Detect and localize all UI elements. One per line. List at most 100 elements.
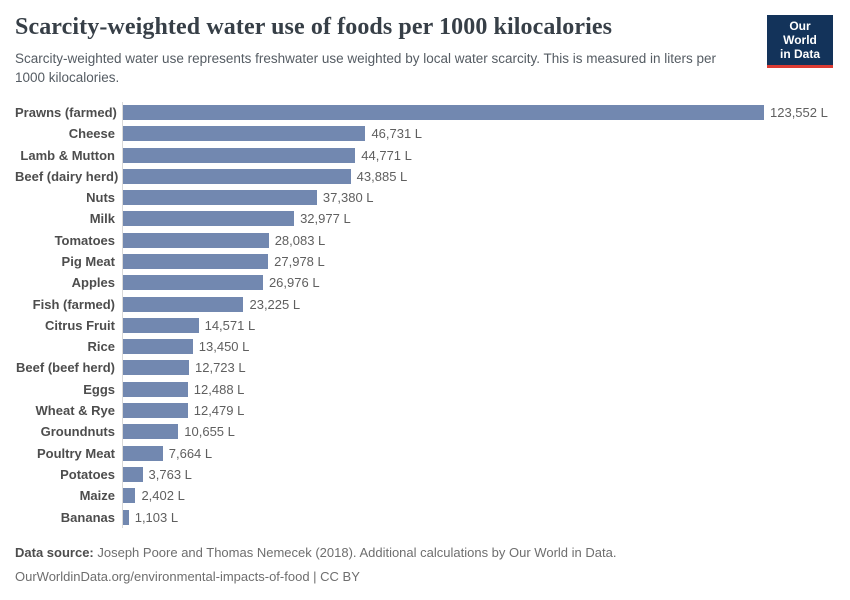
chart-row: Apples 26,976 L (15, 272, 832, 294)
value-label: 46,731 L (371, 126, 423, 142)
chart-header: Scarcity-weighted water use of foods per… (0, 0, 850, 88)
value-label: 12,723 L (195, 360, 246, 376)
category-label: Pig Meat (61, 254, 115, 269)
bar[interactable] (123, 381, 188, 397)
category-label: Maize (79, 488, 115, 504)
bar-track: 37,380 L (122, 186, 832, 209)
category-label: Lamb & Mutton (20, 147, 115, 163)
category-label: Bananas (60, 509, 115, 525)
category-label: Prawns (farmed) (15, 104, 117, 120)
bar[interactable] (123, 254, 269, 269)
chart-row: Bananas 1,103 L (15, 506, 832, 528)
value-label: 27,978 L (274, 254, 325, 269)
bar[interactable] (123, 403, 188, 419)
chart-title: Scarcity-weighted water use of foods per… (15, 14, 613, 40)
value-label: 12,488 L (193, 381, 245, 397)
value-label: 43,885 L (356, 168, 408, 184)
category-label: Citrus Fruit (44, 317, 115, 333)
bar-track: 23,225 L (122, 293, 832, 315)
chart-row: Rice 13,450 L (15, 336, 832, 358)
bar-track: 123,552 L (122, 101, 832, 124)
value-label: 123,552 L (770, 104, 828, 120)
chart-subtitle: Scarcity-weighted water use represents f… (15, 51, 717, 85)
bar[interactable] (123, 317, 199, 333)
bar-track: 2,402 L (122, 485, 832, 507)
value-label: 3,763 L (148, 466, 192, 482)
chart-row: Beef (beef herd) 12,723 L (15, 357, 832, 379)
owid-logo-line1: Our World (783, 19, 817, 47)
bar-chart: Prawns (farmed) 123,552 L Cheese 46,731 L La… (15, 101, 832, 528)
bar[interactable] (123, 466, 143, 482)
bar[interactable] (123, 339, 193, 355)
bar-track: 1,103 L (122, 506, 832, 528)
bar[interactable] (123, 275, 263, 291)
bar-track: 12,479 L (122, 399, 832, 422)
data-source-line: Data source: Joseph Poore and Thomas Nem… (15, 545, 832, 560)
bar[interactable] (123, 232, 269, 248)
value-label: 32,977 L (300, 211, 351, 227)
value-label: 26,976 L (268, 275, 320, 291)
bar-track: 7,664 L (122, 442, 832, 464)
bar[interactable] (123, 509, 129, 525)
data-source-label: Data source: (15, 544, 94, 560)
value-label: 10,655 L (184, 424, 235, 440)
bar-track: 3,763 L (122, 463, 832, 486)
chart-row: Citrus Fruit 14,571 L (15, 314, 832, 337)
chart-row: Lamb & Mutton 44,771 L (15, 144, 832, 166)
category-label: Nuts (86, 190, 115, 206)
chart-footer: Data source: Joseph Poore and Thomas Nem… (15, 545, 832, 584)
category-label: Fish (farmed) (32, 296, 115, 312)
bar-track: 46,731 L (122, 123, 832, 145)
bar[interactable] (123, 445, 163, 461)
category-label: Beef (beef herd) (16, 360, 115, 376)
category-label: Beef (dairy herd) (15, 168, 119, 184)
chart-row: Pig Meat 27,978 L (15, 250, 832, 273)
chart-row: Cheese 46,731 L (15, 123, 832, 145)
bar[interactable] (123, 211, 295, 227)
bar[interactable] (123, 104, 764, 120)
chart-row: Wheat & Rye 12,479 L (15, 399, 832, 422)
chart-row: Poultry Meat 7,664 L (15, 442, 832, 464)
category-label: Potatoes (60, 466, 115, 482)
chart-row: Fish (farmed) 23,225 L (15, 293, 832, 315)
value-label: 44,771 L (361, 147, 412, 163)
bar[interactable] (123, 296, 244, 312)
chart-row: Tomatoes 28,083 L (15, 229, 832, 251)
chart-row: Eggs 12,488 L (15, 378, 832, 400)
bar-track: 32,977 L (122, 208, 832, 230)
chart-row: Prawns (farmed) 123,552 L (15, 101, 832, 124)
category-label: Eggs (83, 381, 115, 397)
data-source-text: Joseph Poore and Thomas Nemecek (2018). … (93, 544, 617, 560)
bar[interactable] (123, 488, 136, 504)
bar[interactable] (123, 190, 317, 206)
category-label: Tomatoes (54, 232, 115, 248)
bar-track: 14,571 L (122, 314, 832, 337)
value-label: 37,380 L (322, 190, 374, 206)
category-label: Milk (89, 211, 115, 227)
bar[interactable] (123, 147, 356, 163)
chart-row: Nuts 37,380 L (15, 186, 832, 209)
bar-track: 12,723 L (122, 357, 832, 379)
bar[interactable] (123, 360, 189, 376)
value-label: 12,479 L (193, 403, 245, 419)
bar[interactable] (123, 126, 366, 142)
category-label: Apples (71, 275, 115, 291)
chart-row: Groundnuts 10,655 L (15, 421, 832, 443)
value-label: 28,083 L (274, 232, 326, 248)
url-license-line[interactable]: OurWorldinData.org/environmental-impacts… (15, 568, 360, 584)
chart-row: Beef (dairy herd) 43,885 L (15, 165, 832, 187)
bar[interactable] (123, 424, 179, 440)
value-label: 2,402 L (141, 488, 185, 504)
bar[interactable] (123, 168, 351, 184)
bar-track: 26,976 L (122, 272, 832, 294)
value-label: 1,103 L (134, 509, 179, 525)
category-label: Cheese (68, 126, 115, 142)
chart-row: Milk 32,977 L (15, 208, 832, 230)
owid-logo[interactable]: Our World in Data (767, 15, 833, 69)
chart-row: Potatoes 3,763 L (15, 463, 832, 486)
bar-track: 44,771 L (122, 144, 832, 166)
bar-track: 13,450 L (122, 336, 832, 358)
category-label: Wheat & Rye (35, 403, 115, 419)
bar-track: 27,978 L (122, 250, 832, 273)
